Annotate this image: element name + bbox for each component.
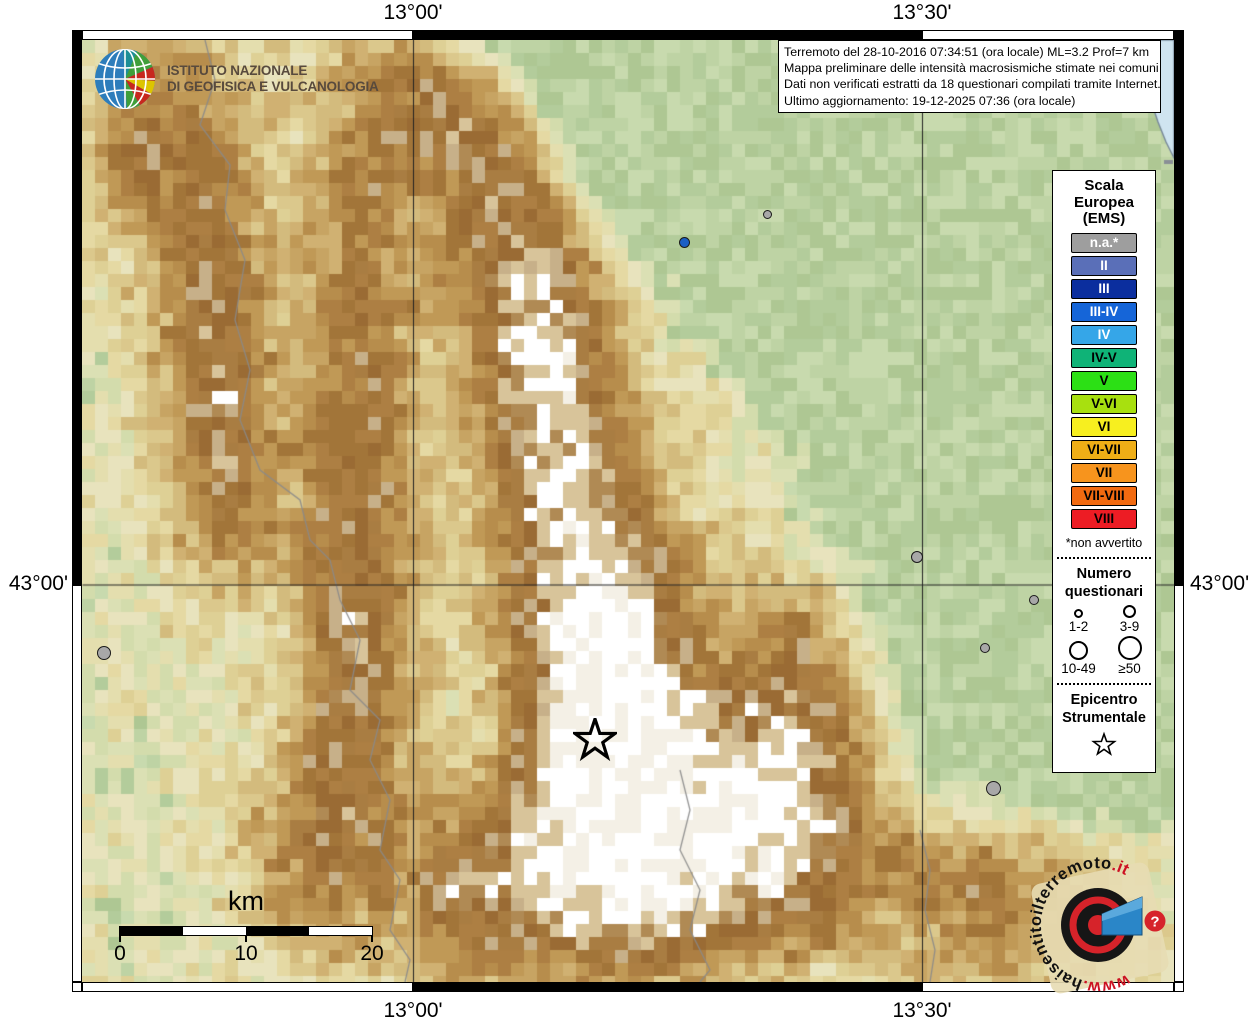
- legend-separator: [1057, 682, 1151, 685]
- legend-questionnaire-sizes: 1-2 3-9 10-49 ≥50: [1053, 604, 1155, 676]
- frame-corner: [1174, 30, 1184, 40]
- legend-class-V: V: [1071, 370, 1137, 391]
- relief-map-canvas: [82, 40, 1174, 982]
- legend-footnote: *non avvertito: [1065, 535, 1143, 550]
- grid-label-left: 43°00': [8, 572, 68, 595]
- municipality-marker-IIIIV: [678, 236, 690, 248]
- epicenter-star-legend-icon: [1091, 731, 1117, 756]
- municipality-marker-na: [911, 551, 923, 563]
- scale-label-10: 10: [234, 942, 258, 965]
- question-mark-icon: [1144, 910, 1166, 932]
- legend-class-n.a.*: n.a.*: [1071, 232, 1137, 253]
- frame-corner: [72, 982, 82, 992]
- ingv-logo: ISTITUTO NAZIONALE DI GEOFISICA E VULCAN…: [93, 47, 379, 111]
- event-info-line: Terremoto del 28-10-2016 07:34:51 (ora l…: [784, 45, 1150, 59]
- municipality-marker-na: [985, 780, 1001, 796]
- ingv-globe-icon: [95, 49, 155, 109]
- scale-tick: [119, 936, 121, 942]
- questionnaire-size-1-2: 1-2: [1053, 605, 1104, 634]
- size-circle-icon: [1069, 640, 1088, 660]
- scale-segment: [246, 927, 309, 935]
- frame-corner: [72, 30, 82, 40]
- frame-segment: [1174, 585, 1184, 982]
- legend-class-III: III: [1071, 278, 1137, 299]
- legend-class-VI-VII: VI-VII: [1071, 439, 1137, 460]
- size-circle-label: 3-9: [1119, 618, 1140, 634]
- legend-class-VII: VII: [1071, 462, 1137, 483]
- frame-corner: [1174, 982, 1184, 992]
- legend-class-III-IV: III-IV: [1071, 301, 1137, 322]
- event-info-box: Terremoto del 28-10-2016 07:34:51 (ora l…: [778, 40, 1161, 113]
- legend-class-IV: IV: [1071, 324, 1137, 345]
- municipality-marker-na: [1029, 595, 1039, 605]
- ingv-wordmark: ISTITUTO NAZIONALE DI GEOFISICA E VULCAN…: [167, 63, 379, 95]
- frame-segment: [72, 585, 82, 982]
- frame-segment: [922, 30, 1174, 40]
- frame-segment: [413, 982, 922, 992]
- size-circle-icon: [1117, 635, 1142, 660]
- epicenter-star: [573, 718, 617, 762]
- frame-segment: [72, 40, 82, 585]
- scale-bar: km 0 10 20: [106, 886, 406, 966]
- legend-title: Scala Europea (EMS): [1073, 177, 1134, 227]
- legend-class-VII-VIII: VII-VIII: [1071, 485, 1137, 506]
- scale-segment: [183, 927, 246, 935]
- municipality-marker-na: [97, 646, 111, 660]
- legend-class-VI: VI: [1071, 416, 1137, 437]
- ingv-line2: DI GEOFISICA E VULCANOLOGIA: [167, 79, 379, 94]
- size-circle-label: ≥50: [1118, 660, 1141, 676]
- legend-epicenter-title: Epicentro Strumentale: [1062, 691, 1146, 726]
- svg-text:?: ?: [1150, 914, 1159, 931]
- event-info-line: Mappa preliminare delle intensità macros…: [784, 61, 1159, 76]
- ingv-line1: ISTITUTO NAZIONALE: [167, 63, 308, 78]
- municipality-marker-na: [980, 643, 990, 653]
- haisentito-watermark: ? www.haisentitoilterremoto.it: [1028, 854, 1169, 996]
- scale-segment: [309, 927, 372, 935]
- grid-label-bottom-right: 13°30': [892, 999, 952, 1022]
- legend-class-IV-V: IV-V: [1071, 347, 1137, 368]
- size-circle-icon: [1074, 608, 1083, 618]
- event-info-line: Ultimo aggiornamento: 19-12-2025 07:36 (…: [784, 93, 1076, 108]
- frame-segment: [82, 982, 413, 992]
- legend-separator: [1057, 556, 1151, 559]
- grid-label-bottom-left: 13°00': [383, 999, 443, 1022]
- questionnaire-size-10-49: 10-49: [1053, 636, 1104, 676]
- legend-panel: Scala Europea (EMS) n.a.* II III III-IV IV IV…: [1052, 170, 1156, 773]
- scale-label-20: 20: [360, 942, 384, 965]
- grid-label-top-left: 13°00': [383, 1, 443, 24]
- grid-label-right: 43°00': [1190, 572, 1250, 595]
- frame-segment: [82, 30, 413, 40]
- municipality-marker-na: [762, 209, 772, 219]
- legend-class-II: II: [1071, 255, 1137, 276]
- questionnaire-size-3-9: 3-9: [1104, 604, 1155, 634]
- scale-tick: [245, 936, 247, 942]
- size-circle-label: 10-49: [1061, 660, 1096, 676]
- scale-label-0: 0: [114, 942, 126, 965]
- legend-class-V-VI: V-VI: [1071, 393, 1137, 414]
- size-circle-icon: [1123, 604, 1136, 618]
- frame-segment: [922, 982, 1174, 992]
- frame-segment: [413, 30, 922, 40]
- event-info-line: Dati non verificati estratti da 18 quest…: [784, 77, 1161, 92]
- scale-tick: [371, 936, 373, 942]
- scale-segment: [120, 927, 183, 935]
- size-circle-label: 1-2: [1068, 618, 1089, 634]
- legend-class-VIII: VIII: [1071, 508, 1137, 529]
- legend-questionnaires-title: Numero questionari: [1064, 565, 1144, 600]
- legend-intensity-scale: n.a.* II III III-IV IV IV-V V V-VI VI VI-VII VII VI…: [1053, 232, 1155, 529]
- questionnaire-size-≥50: ≥50: [1104, 635, 1155, 676]
- scale-bar-segments: [119, 926, 373, 936]
- scale-bar-unit: km: [228, 886, 264, 916]
- grid-label-top-right: 13°30': [892, 1, 952, 24]
- frame-segment: [1174, 40, 1184, 585]
